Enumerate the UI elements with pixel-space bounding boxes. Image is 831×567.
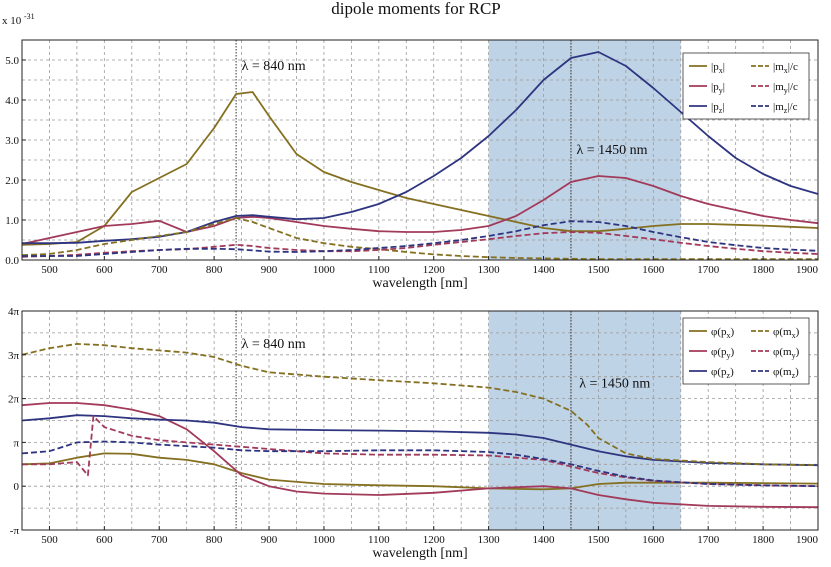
- y-tick-label: 2.0: [5, 175, 19, 187]
- plot-frame: [21, 39, 819, 261]
- legend-label: φ(my): [773, 346, 800, 360]
- y-tick-label: 2π: [8, 394, 20, 406]
- x-tick-label: 1200: [423, 534, 446, 546]
- x-tick-label: 1100: [368, 264, 390, 276]
- x-tick-label: 800: [206, 534, 223, 546]
- plot-frame: [21, 310, 819, 531]
- x-tick-label: 1700: [697, 534, 720, 546]
- x-tick-label: 1000: [313, 534, 336, 546]
- y-tick-label: 0: [14, 481, 20, 493]
- y-tick-label: π: [13, 437, 19, 449]
- x-tick-label: 1500: [587, 264, 610, 276]
- magnitude-panel: 500 600 700 800 900 1000 1100 1200 1300 1400 1500 1…: [2, 12, 819, 291]
- x-tick-label: 700: [151, 264, 168, 276]
- x-tick-label: 1600: [642, 264, 665, 276]
- x-tick-label: 1600: [642, 534, 665, 546]
- x-tick-label: 1100: [368, 534, 390, 546]
- x-tick-label: 900: [261, 534, 278, 546]
- x-tick-label: 500: [41, 534, 58, 546]
- y-tick-label: 5.0: [5, 55, 19, 67]
- x-tick-label: 600: [96, 264, 113, 276]
- y-tick-label: 4.0: [5, 95, 19, 107]
- x-tick-label: 1200: [423, 264, 446, 276]
- legend-label: φ(mz): [773, 366, 799, 380]
- legend-label: φ(py): [711, 346, 735, 360]
- series-line-mzc: [22, 220, 819, 257]
- series-line-mz: [21, 440, 819, 488]
- legend-label: |pz|: [711, 101, 724, 115]
- x-tick-label: 1000: [313, 264, 336, 276]
- x-tick-label: 1400: [533, 534, 556, 546]
- wavelength-annotation: λ = 1450 nm: [576, 143, 647, 158]
- y-tick-label: -π: [10, 525, 20, 537]
- x-tick-label: 900: [261, 264, 278, 276]
- x-tick-label: 500: [41, 264, 58, 276]
- x-tick-label: 1400: [533, 264, 556, 276]
- legend-label: |mx|/c: [773, 61, 798, 75]
- x-tick-label: 1300: [478, 264, 501, 276]
- wavelength-annotation: λ = 840 nm: [242, 59, 306, 74]
- x-tick-label: 800: [206, 264, 223, 276]
- legend-label: |px|: [711, 61, 725, 75]
- legend-label: |py|: [711, 81, 725, 95]
- legend-label: φ(pz): [711, 366, 734, 380]
- shaded-region: [488, 311, 681, 530]
- x-tick-label: 600: [96, 534, 113, 546]
- x-tick-label: 1500: [587, 534, 610, 546]
- legend-label: φ(mx): [773, 326, 800, 340]
- y-tick-label: 1.0: [5, 215, 19, 227]
- y-tick-label: 3.0: [5, 135, 19, 147]
- wavelength-annotation: λ = 840 nm: [242, 337, 306, 352]
- x-tick-label: 1800: [752, 264, 775, 276]
- legend-label: |my|/c: [773, 81, 798, 95]
- legend-label: |mz|/c: [773, 101, 798, 115]
- series-line-pz: [21, 414, 819, 467]
- series-line-py: [21, 402, 819, 509]
- phase-panel: 500 600 700 800 900 1000 1100 1200 1300 1400 1500 1…: [8, 306, 819, 561]
- wavelength-annotation: λ = 1450 nm: [579, 377, 650, 392]
- y-scale-label: x 10 -31: [2, 12, 35, 27]
- series-line-px: [21, 91, 819, 246]
- x-tick-label: 700: [151, 534, 168, 546]
- chart-title: dipole moments for RCP: [331, 0, 501, 18]
- series-line-py: [21, 175, 819, 245]
- legend-label: φ(px): [711, 326, 735, 340]
- y-tick-label: 3π: [8, 350, 20, 362]
- x-axis-label: wavelength [nm]: [372, 546, 467, 561]
- x-tick-label: 1900: [796, 264, 819, 276]
- x-tick-label: 1800: [752, 534, 775, 546]
- y-tick-label: 4π: [8, 306, 20, 318]
- series-line-px: [21, 452, 819, 491]
- series-line-mx: [21, 342, 819, 467]
- y-tick-label: 0.0: [5, 255, 19, 267]
- x-tick-label: 1900: [796, 534, 819, 546]
- series-line-mxc: [21, 217, 818, 261]
- x-axis-label: wavelength [nm]: [372, 276, 467, 291]
- x-tick-label: 1700: [697, 264, 720, 276]
- x-tick-label: 1300: [478, 534, 501, 546]
